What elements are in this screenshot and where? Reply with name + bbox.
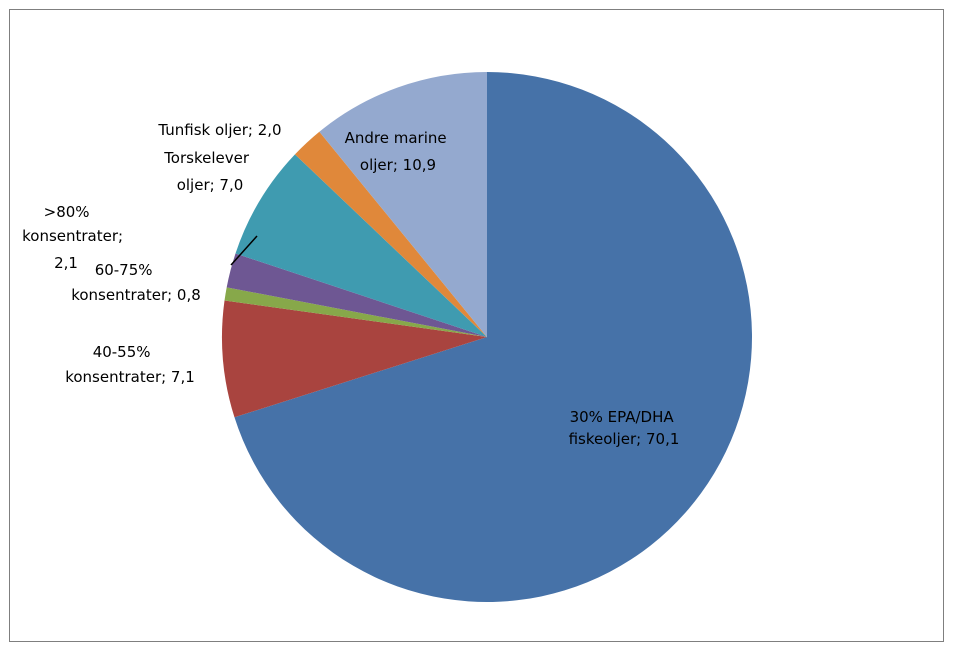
data-label-line: 30% EPA/DHA (570, 408, 675, 426)
data-label-line: oljer; 10,9 (360, 156, 436, 174)
pie-slice (234, 72, 753, 603)
data-label-40-55: 40-55% konsentrater; 7,1 (65, 343, 195, 386)
pie-slice (222, 300, 487, 418)
data-label-line: 60-75% (95, 261, 153, 279)
data-label-tunfisk: Tunfisk oljer; 2,0 (157, 121, 281, 139)
data-label-60-75: 60-75% konsentrater; 0,8 (71, 261, 201, 304)
data-label-line: >80% (44, 203, 90, 221)
data-label-line: fiskeoljer; 70,1 (569, 430, 680, 448)
data-label-torskelever: Torskelever oljer; 7,0 (163, 149, 254, 194)
pie-slice (226, 253, 487, 337)
pie-slice (224, 287, 487, 337)
data-label-line: konsentrater; 0,8 (71, 286, 201, 304)
pie-slice (235, 154, 487, 337)
data-label-line: Torskelever (163, 149, 250, 167)
data-label-line: konsentrater; 7,1 (65, 368, 195, 386)
data-label-line: oljer; 7,0 (177, 176, 244, 194)
leader-line (230, 235, 258, 266)
data-label-line: Andre marine (345, 129, 447, 147)
pie-slices (222, 72, 753, 603)
data-label-line: Tunfisk oljer; 2,0 (157, 121, 281, 139)
data-label-80: >80% konsentrater; 2,1 (22, 203, 128, 272)
data-label-epa-dha: 30% EPA/DHA fiskeoljer; 70,1 (569, 408, 680, 448)
data-label-line: konsentrater; (22, 227, 123, 245)
data-label-line: 2,1 (54, 254, 78, 272)
data-label-line: 40-55% (93, 343, 151, 361)
pie-slice (294, 131, 487, 337)
data-label-andre: Andre marine oljer; 10,9 (345, 129, 452, 174)
pie-slice (319, 72, 487, 337)
